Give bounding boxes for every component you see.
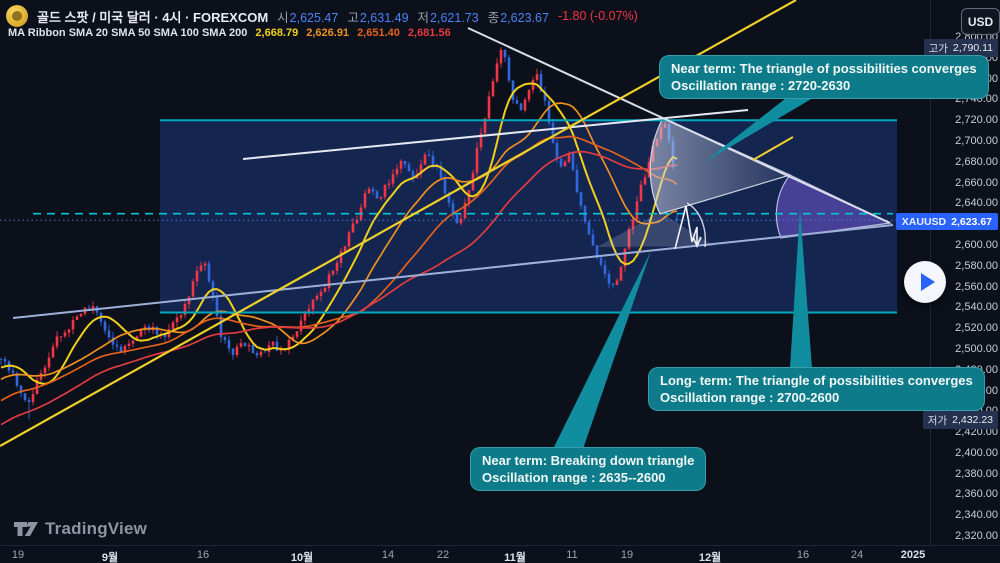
play-icon xyxy=(920,273,935,291)
sma-line-0 xyxy=(0,82,678,385)
resistance-line[interactable] xyxy=(467,27,891,224)
time-tick: 16 xyxy=(196,549,210,561)
time-tick: 19 xyxy=(620,549,634,561)
price-change: -1.80 (-0.07%) xyxy=(557,9,638,23)
price-tick: 2,560.00 xyxy=(955,280,998,293)
price-tick: 2,380.00 xyxy=(955,467,998,480)
low-price-tag: 저가 2,432.23 xyxy=(922,411,998,429)
time-tick: 2025 xyxy=(900,549,926,561)
annotation-breaking-down[interactable]: Near term: Breaking down triangle Oscill… xyxy=(470,447,707,491)
price-tick: 2,500.00 xyxy=(955,342,998,355)
callout-breakdown xyxy=(553,251,651,449)
time-axis[interactable]: 19 9월 16 10월 14 22 11월 11 19 12월 16 24 2025 xyxy=(0,545,1000,563)
triangle-wedge-fill xyxy=(597,212,714,247)
price-tick: 2,540.00 xyxy=(955,301,998,314)
yellow-minor-line[interactable] xyxy=(752,136,794,161)
down-arrow-icon xyxy=(692,236,702,248)
callout-near-top xyxy=(703,95,818,163)
sma20-value: 2,668.79 xyxy=(255,27,299,39)
price-tick: 2,360.00 xyxy=(955,488,998,501)
ma-ribbon-legend[interactable]: MA Ribbon SMA 20 SMA 50 SMA 100 SMA 200 … xyxy=(8,27,451,39)
price-tick: 2,700.00 xyxy=(955,135,998,147)
time-tick: 12월 xyxy=(698,552,722,563)
time-tick: 24 xyxy=(850,549,864,561)
price-tick: 2,640.00 xyxy=(955,197,998,210)
price-tick: 2,520.00 xyxy=(955,322,998,335)
sma-line-3 xyxy=(0,150,678,426)
symbol-header: 골드 스팟 / 미국 달러 · 4시 · FOREXCOM 시2,625.47 … xyxy=(6,5,638,27)
high-quote: 고2,631.49 xyxy=(347,10,409,25)
tradingview-wordmark: TradingView xyxy=(45,519,148,538)
tradingview-mark-icon xyxy=(14,521,38,536)
sma200-value: 2,681.56 xyxy=(407,27,451,39)
time-tick: 19 xyxy=(11,549,25,561)
annotation-near-term-converge[interactable]: Near term: The triangle of possibilities… xyxy=(659,55,989,99)
current-price-tag: XAUUSD 2,623.67 xyxy=(895,213,998,230)
price-tick: 2,720.00 xyxy=(955,114,998,127)
high-price-tag: 고가 2,790.11 xyxy=(923,39,998,57)
sma-line-2 xyxy=(0,135,678,402)
oscillation-zone[interactable] xyxy=(160,120,897,313)
time-tick: 10월 xyxy=(290,552,314,563)
time-tick: 16 xyxy=(796,549,810,561)
annotation-long-term-converge[interactable]: Long- term: The triangle of possibilitie… xyxy=(648,367,985,411)
time-tick: 11 xyxy=(566,549,578,561)
long-support-line[interactable] xyxy=(12,224,894,319)
price-tick: 2,580.00 xyxy=(955,259,998,272)
ma-ribbon-label: MA Ribbon SMA 20 SMA 50 SMA 100 SMA 200 xyxy=(8,27,248,39)
gold-symbol-icon xyxy=(6,5,28,27)
breakdown-zigzag[interactable] xyxy=(674,205,698,250)
price-tick: 2,340.00 xyxy=(955,509,998,522)
price-tick: 2,680.00 xyxy=(955,155,998,168)
sma100-value: 2,651.40 xyxy=(357,27,400,39)
low-quote: 저2,621.73 xyxy=(417,10,479,25)
time-tick: 9월 xyxy=(101,552,119,563)
breakdown-arc xyxy=(686,202,707,248)
price-tick: 2,400.00 xyxy=(955,446,998,459)
replay-play-button[interactable] xyxy=(904,261,946,303)
open-quote: 시2,625.47 xyxy=(277,10,339,25)
tradingview-logo[interactable]: TradingView xyxy=(14,519,147,539)
time-tick: 11월 xyxy=(504,552,526,563)
currency-toggle-button[interactable]: USD xyxy=(961,8,1000,35)
near-term-cone[interactable] xyxy=(649,117,792,215)
price-tick: 2,320.00 xyxy=(955,530,998,542)
symbol-title[interactable]: 골드 스팟 / 미국 달러 · 4시 · FOREXCOM xyxy=(37,9,269,25)
close-quote: 종2,623.67 xyxy=(487,10,549,25)
price-tick: 2,600.00 xyxy=(955,238,998,251)
sma-line-1 xyxy=(0,102,678,381)
price-tick: 2,420.00 xyxy=(955,426,998,438)
sma50-value: 2,626.91 xyxy=(306,27,350,39)
callout-long-term xyxy=(790,209,812,368)
time-tick: 14 xyxy=(381,549,395,561)
time-tick: 22 xyxy=(436,549,450,561)
price-tick: 2,660.00 xyxy=(955,176,998,189)
